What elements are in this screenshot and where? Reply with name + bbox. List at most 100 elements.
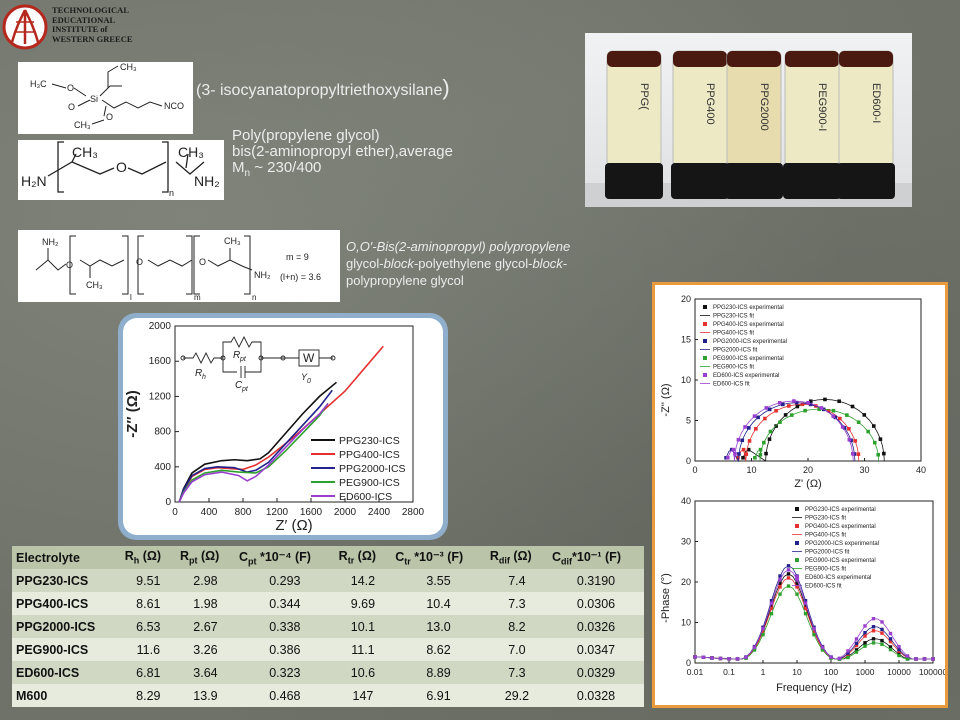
data-point [769,606,774,611]
legend-label: PPG230-ICS experimental [713,305,784,311]
y-tick-label: 30 [681,537,691,547]
x-tick-label: 0.01 [687,667,704,677]
vial-label: PPG400 [704,83,716,125]
data-point [693,655,697,659]
data-point [817,407,822,411]
legend-label: ED600-ICS fit [805,584,842,590]
y-axis-label-top: -Z'' (Ω) [660,383,672,416]
data-point [854,643,859,648]
data-point [820,648,825,652]
data-point [800,402,805,407]
data-point [803,604,808,608]
institute-line-2: EDUCATIONAL [52,14,116,25]
si-label: Si [90,94,98,104]
legend-label: PEG900-ICS [339,477,400,489]
data-point [778,581,782,585]
data-point [769,611,774,616]
data-point [866,429,870,434]
o-label-b: O [136,257,143,267]
data-point [756,415,760,420]
legend-label: PPG230-ICS experimental [805,507,876,513]
circuit-label: pt [239,356,247,363]
table-row: PPG230-ICS 9.51 2.98 0.293 14.2 3.55 7.4 0.3190 [12,569,644,592]
chem3-line1: O,O′-Bis(2-aminopropyl) polypropylene [346,239,571,254]
series-line [178,381,338,503]
data-point [854,650,859,654]
value-cell: 0.0328 [576,688,616,703]
data-point [853,439,857,443]
header-cpt: Cpt *10⁻⁴ (F) [238,549,311,567]
data-point [786,576,791,580]
x-tick-label: 100 [824,667,838,677]
data-point [795,592,799,596]
legend-label: PEG900-ICS fit [713,365,754,371]
data-point [736,455,740,460]
x-tick-label: 1 [761,667,766,677]
circuit-label: Y [301,372,308,382]
data-point [783,413,788,417]
value-cell: 0.0329 [576,665,616,680]
ln-equation: (l+n) = 3.6 [280,272,321,282]
plot-area [174,325,414,503]
data-point [876,452,880,457]
series-line [178,402,329,503]
data-point [786,564,791,568]
data-point [914,657,918,661]
vials-photo-image: PPG(PPG400 PPG2000 PEG900-I ED600-I [585,50,912,207]
data-point [758,452,763,457]
vial-label: PPG( [638,83,650,110]
table-header-row: Electrolyte Rh (Ω) Rpt (Ω) Cpt *10⁻⁴ (F)… [12,546,644,569]
legend-marker [795,575,799,579]
data-point [744,655,748,659]
data-point [764,451,768,456]
data-point [761,630,765,634]
data-point [854,641,859,646]
value-cell: 0.323 [269,665,301,680]
chem3-line2: glycol-block-polyethylene glycol-block- [346,256,568,271]
x-tick-label: 2000 [334,507,357,518]
data-point [741,447,746,452]
data-point [808,402,813,407]
value-cell: 3.64 [193,665,218,680]
chem3-description: O,O′-Bis(2-aminopropyl) polypropylene gl… [346,238,570,289]
fit-charts-frame: 0 10 20 30 40 0 5 10 15 20 Z' (Ω) -Z'' (Ω) PPG230-IC… [652,282,948,708]
data-point [829,655,833,659]
legend-label: PPG2000-ICS experimental [805,541,879,547]
y-tick-label: 0 [165,497,171,508]
data-point [763,416,767,421]
data-point [753,455,757,460]
value-cell: 0.0326 [576,619,616,634]
legend-label: ED600-ICS experimental [805,575,871,581]
ch3-bottom-label: CH₃ [86,280,103,290]
x-tick-label: 0.1 [723,667,735,677]
legend-label: PPG2000-ICS fit [713,348,758,354]
data-point [812,630,816,634]
h2n-label: H₂N [21,173,47,189]
data-point [780,402,785,407]
data-point [806,401,810,405]
nh2-label: NH₂ [194,173,220,189]
legend-marker [703,373,707,377]
data-point [922,657,927,661]
value-cell: 8.61 [136,596,161,611]
value-cell: 7.3 [508,596,526,611]
value-cell: 0.293 [269,573,301,588]
legend-marker [703,322,707,326]
y-tick-label: 800 [154,427,171,438]
ppg-diamine-diagram: H₂N CH₃ O CH₃ NH₂ n [21,141,220,198]
data-point [778,592,782,596]
parameters-table-grid: Electrolyte Rh (Ω) Rpt (Ω) Cpt *10⁻⁴ (F)… [12,546,644,707]
data-point [795,577,799,582]
value-cell: 1.98 [193,596,218,611]
data-point [850,404,855,409]
data-point [701,655,706,659]
electrolyte-cell: PPG2000-ICS [16,619,96,634]
data-point [718,656,723,661]
legend-marker [703,305,707,309]
y-axis-label-bottom: -Phase (°) [660,573,672,623]
y-tick-label: 0 [686,658,691,668]
value-cell: 0.386 [269,642,301,657]
data-point [863,641,867,645]
data-point [758,447,763,452]
chem1-name-text: (3- isocyanatopropyltriethoxysilane [196,82,443,99]
